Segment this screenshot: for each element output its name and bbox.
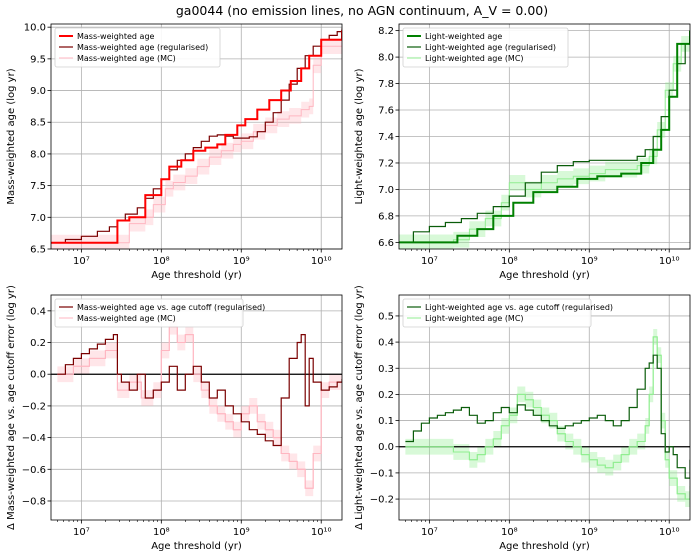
series-line <box>405 336 690 500</box>
y-axis-label: Δ Light-weighted age vs. age cutoff erro… <box>354 285 365 530</box>
legend-box <box>402 27 569 68</box>
x-tick-label: 10⁹ <box>581 527 598 538</box>
y-tick-label: 7.0 <box>30 213 46 224</box>
y-tick-label: 0.3 <box>378 364 394 375</box>
y-tick-label: 7.5 <box>30 181 46 192</box>
y-tick-label: 0.1 <box>378 416 394 427</box>
y-tick-label: −0.6 <box>22 465 46 476</box>
figure-title: ga0044 (no emission lines, no AGN contin… <box>176 3 548 18</box>
legend: Light-weighted age vs. age cutoff (regul… <box>402 298 613 328</box>
y-axis-label: Δ Mass-weighted age vs. age cutoff error… <box>6 285 17 530</box>
legend-label: Light-weighted age <box>425 32 502 41</box>
x-tick-label: 10⁷ <box>421 527 438 538</box>
y-tick-label: 7.6 <box>378 106 394 117</box>
y-tick-label: 9.5 <box>30 54 46 65</box>
x-axis-label: Age threshold (yr) <box>499 541 590 552</box>
chart-bottom-right: 10⁷ 10⁸ 10⁹ 10¹⁰ −0.2 −0.1 0.0 0.1 0.2 0.3 0.4 0.5 A… <box>354 285 691 552</box>
legend-label: Light-weighted age vs. age cutoff (regul… <box>425 303 613 312</box>
x-axis-label: Age threshold (yr) <box>151 270 242 281</box>
plot-area <box>399 328 690 507</box>
series-line <box>399 30 690 244</box>
axes-frame <box>398 294 691 521</box>
y-tick-label: 0.4 <box>378 338 394 349</box>
y-tick-label: 8.2 <box>378 26 394 37</box>
y-tick-label: 8.0 <box>378 53 394 64</box>
y-axis-label: Mass-weighted age (log yr) <box>6 68 17 204</box>
x-tick-label: 10¹⁰ <box>659 256 680 267</box>
y-tick-label: 10.0 <box>24 23 46 34</box>
y-tick-label: 6.5 <box>30 245 46 256</box>
legend-label: Mass-weighted age vs. age cutoff (regula… <box>77 303 265 312</box>
series-line <box>51 30 342 244</box>
y-tick-label: −0.2 <box>22 401 46 412</box>
plot-area <box>51 25 342 249</box>
chart-bottom-left: 10⁷ 10⁸ 10⁹ 10¹⁰ −0.8 −0.6 −0.4 −0.2 0.0 0.2 0.4 Ag… <box>6 285 343 552</box>
legend-label: Mass-weighted age (regularised) <box>77 43 208 52</box>
x-tick-label: 10¹⁰ <box>659 527 680 538</box>
plot-area <box>399 24 690 249</box>
x-tick-label: 10¹⁰ <box>311 256 332 267</box>
x-tick-label: 10⁷ <box>73 256 90 267</box>
x-tick-label: 10¹⁰ <box>311 527 332 538</box>
legend-label: Light-weighted age (MC) <box>425 314 524 323</box>
y-tick-label: 9.0 <box>30 86 46 97</box>
mc-uncertainty-band <box>405 328 690 507</box>
legend-box <box>402 298 592 328</box>
y-tick-label: 6.8 <box>378 211 394 222</box>
legend-label: Mass-weighted age (MC) <box>77 314 176 323</box>
plot-area <box>51 318 342 497</box>
y-tick-label: 0.2 <box>30 338 46 349</box>
legend-label: Light-weighted age (MC) <box>425 54 524 63</box>
y-tick-label: −0.1 <box>370 468 394 479</box>
y-tick-label: 7.4 <box>378 132 394 143</box>
legend-label: Mass-weighted age <box>77 32 155 41</box>
series-line <box>51 33 342 244</box>
y-tick-label: −0.8 <box>22 496 46 507</box>
legend-label: Mass-weighted age (MC) <box>77 54 176 63</box>
y-tick-label: 8.0 <box>30 149 46 160</box>
series-line <box>405 354 690 479</box>
x-tick-label: 10⁸ <box>153 527 170 538</box>
legend: Mass-weighted age Mass-weighted age (regu… <box>54 27 221 68</box>
y-tick-label: 0.2 <box>378 390 394 401</box>
y-tick-label: 0.0 <box>30 370 46 381</box>
x-tick-label: 10⁸ <box>501 527 518 538</box>
legend: Light-weighted age Light-weighted age (re… <box>402 27 569 68</box>
x-tick-label: 10⁷ <box>73 527 90 538</box>
legend-box <box>54 27 221 68</box>
x-tick-label: 10⁹ <box>233 527 250 538</box>
y-tick-label: −0.2 <box>370 495 394 506</box>
x-tick-label: 10⁷ <box>421 256 438 267</box>
x-axis-label: Age threshold (yr) <box>499 270 590 281</box>
x-tick-label: 10⁹ <box>581 256 598 267</box>
chart-top-right: 10⁷ 10⁸ 10⁹ 10¹⁰ 6.6 6.8 7.0 7.2 7.4 7.6 7.8 8.0 8.2… <box>354 23 691 281</box>
chart-top-left: 10⁷ 10⁸ 10⁹ 10¹⁰ 6.5 7.0 7.5 8.0 8.5 9.0 9.5 10.0 Ag… <box>6 23 343 281</box>
axes-frame <box>50 23 343 250</box>
x-tick-label: 10⁸ <box>501 256 518 267</box>
x-tick-label: 10⁹ <box>233 256 250 267</box>
y-tick-label: 0.0 <box>378 442 394 453</box>
y-axis-label: Light-weighted age (log yr) <box>354 68 365 204</box>
axes-frame <box>50 294 343 521</box>
legend: Mass-weighted age vs. age cutoff (regula… <box>54 298 265 328</box>
y-tick-label: 6.6 <box>378 238 394 249</box>
series-line <box>399 30 690 243</box>
legend-label: Light-weighted age (regularised) <box>425 43 556 52</box>
legend-box <box>54 298 244 328</box>
y-tick-label: 7.2 <box>378 158 394 169</box>
y-tick-label: 7.8 <box>378 79 394 90</box>
x-tick-label: 10⁸ <box>153 256 170 267</box>
y-tick-label: 0.5 <box>378 311 394 322</box>
y-tick-label: 8.5 <box>30 118 46 129</box>
y-tick-label: 0.4 <box>30 306 46 317</box>
y-tick-label: −0.4 <box>22 433 46 444</box>
y-tick-label: 7.0 <box>378 185 394 196</box>
x-axis-label: Age threshold (yr) <box>151 541 242 552</box>
series-line <box>57 334 342 447</box>
